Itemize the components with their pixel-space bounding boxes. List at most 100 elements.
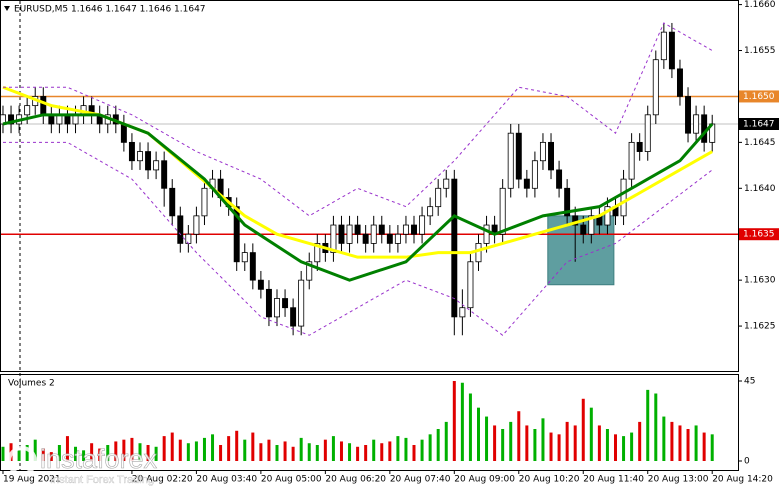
title-arrow [4, 6, 10, 11]
indicator-line [2, 141, 713, 336]
watermark-logo [7, 446, 37, 476]
candle-body [427, 206, 434, 217]
candle-body [443, 178, 450, 189]
candle-body [451, 178, 458, 318]
candle-body [201, 187, 208, 217]
candle-body [265, 288, 272, 318]
candle-body [338, 224, 345, 244]
x-tick-label: 20 Aug 11:40 [583, 475, 644, 485]
x-tick-label: 20 Aug 09:00 [454, 475, 515, 485]
candle-body [257, 279, 264, 290]
x-tick-label: 20 Aug 10:20 [519, 475, 580, 485]
level-label: 1.1635 [743, 230, 775, 240]
candle-body [362, 233, 369, 244]
candle-body [193, 215, 200, 235]
y-tick-label: 1.1645 [744, 138, 776, 148]
level-label-box [739, 118, 779, 130]
candle-body [169, 187, 176, 217]
candle-body [556, 169, 563, 189]
candle-body [620, 178, 627, 217]
candle-body [394, 233, 401, 244]
candle-body [0, 114, 6, 125]
candle-body [668, 31, 675, 70]
candle-body [40, 96, 47, 116]
candle-body [137, 151, 143, 162]
candle-body [660, 31, 667, 61]
candle-body [185, 233, 192, 244]
candle-body [435, 187, 442, 208]
candle-body [314, 243, 321, 263]
candle-body [580, 224, 587, 235]
price-panel [0, 0, 739, 372]
candle-body [652, 59, 659, 116]
candle-body [282, 298, 289, 309]
candle-body [177, 215, 184, 244]
y-tick-label: 1.1660 [744, 0, 776, 10]
candle-body [588, 215, 595, 235]
x-tick-label: 20 Aug 06:20 [325, 475, 386, 485]
candle-body [153, 160, 160, 171]
candle-body [467, 261, 474, 309]
candle-body [402, 224, 409, 235]
candle-body [564, 187, 571, 217]
candle-body [386, 233, 393, 244]
candle-body [644, 114, 651, 152]
candle-body [523, 178, 530, 189]
candle-body [604, 206, 611, 226]
candle-body [274, 298, 280, 318]
candle-body [378, 224, 385, 235]
watermark-tagline: Instant Forex Trading [50, 474, 154, 486]
watermark: instaforex Instant Forex Trading [7, 444, 158, 486]
candle-body [475, 243, 482, 263]
volume-tick-label: 45 [744, 377, 755, 387]
candle-body [499, 187, 506, 235]
y-tick-label: 1.1640 [744, 184, 776, 194]
level-label-box [739, 90, 779, 103]
level-label: 1.1647 [743, 120, 775, 130]
level-label: 1.1650 [743, 92, 775, 102]
candle-body [701, 114, 708, 143]
x-tick-label: 20 Aug 14:20 [712, 475, 773, 485]
candle-body [370, 224, 377, 244]
candle-body [290, 307, 297, 327]
candle-body [548, 141, 555, 171]
y-tick-label: 1.1625 [744, 322, 776, 332]
x-tick-label: 20 Aug 03:40 [196, 475, 257, 485]
candle-body [161, 160, 168, 189]
candle-body [693, 114, 700, 134]
candle-body [539, 141, 546, 162]
candle-body [241, 252, 248, 263]
candle-body [459, 307, 466, 318]
candle-body [233, 206, 240, 263]
x-tick-label: 20 Aug 13:00 [648, 475, 709, 485]
x-tick-label: 20 Aug 02:20 [132, 475, 193, 485]
x-tick-label: 19 Aug 2021 [3, 475, 61, 485]
candle-body [306, 261, 313, 281]
x-tick-label: 20 Aug 05:00 [261, 475, 322, 485]
candle-body [572, 215, 579, 226]
y-tick-label: 1.1655 [744, 46, 776, 56]
candle-body [419, 215, 426, 235]
candle-body [628, 141, 635, 180]
candle-body [120, 123, 127, 143]
candle-body [128, 141, 135, 162]
candle-body [8, 114, 15, 125]
candle-body [346, 224, 353, 244]
candle-body [507, 132, 514, 189]
candle-body [483, 224, 490, 244]
candle-body [411, 224, 417, 235]
indicator-line [2, 113, 714, 282]
candle-body [676, 68, 683, 97]
candle-body [298, 279, 305, 327]
volume-label: Volumes 2 [8, 379, 55, 389]
candle-body [354, 224, 361, 235]
indicator-line [2, 22, 713, 217]
watermark-brand: instaforex [40, 444, 158, 474]
candle-body [145, 151, 152, 171]
y-tick-label: 1.1630 [744, 276, 776, 286]
candle-body [330, 224, 337, 253]
level-label-box [739, 228, 779, 241]
